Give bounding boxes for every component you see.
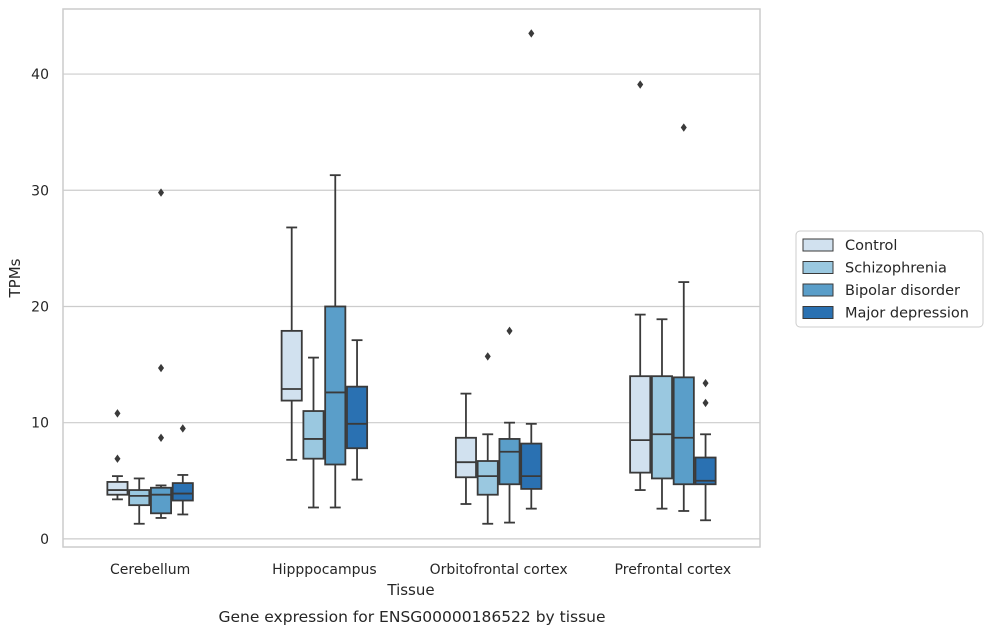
box-schizophrenia	[302, 356, 325, 509]
box-control	[280, 226, 303, 461]
legend-label: Control	[845, 238, 897, 254]
x-tick-label: Orbitofrontal cortex	[430, 562, 568, 578]
box-control	[454, 392, 477, 505]
legend: Control Schizophrenia Bipolar disorder Majo…	[795, 230, 984, 328]
outlier-point	[680, 123, 687, 132]
box-iqr	[476, 460, 499, 496]
box-bipolar-disorder	[672, 123, 695, 512]
legend-frame	[795, 230, 984, 328]
box-control	[629, 80, 652, 491]
outlier-point	[637, 80, 644, 89]
legend-swatch	[802, 283, 834, 297]
outlier-point	[114, 454, 121, 463]
box-schizophrenia	[650, 318, 673, 510]
outlier-point	[157, 188, 165, 197]
legend-label: Bipolar disorder	[845, 283, 960, 299]
outlier-point	[157, 363, 165, 373]
axes-frame	[62, 8, 761, 548]
box-iqr	[324, 305, 347, 466]
x-tick-labels: Cerebellum Hipppocampus Orbitofrontal cort…	[110, 562, 731, 578]
y-tick-label: 0	[40, 532, 49, 548]
legend-swatch	[802, 238, 834, 252]
box-plots	[106, 29, 717, 525]
box-iqr	[150, 486, 173, 515]
box-major-depression	[171, 424, 194, 516]
box-iqr	[128, 489, 151, 507]
box-iqr	[650, 375, 673, 480]
x-axis-label: Tissue	[386, 581, 434, 599]
box-control	[106, 409, 129, 501]
box-iqr	[454, 436, 477, 479]
x-tick-label: Prefrontal cortex	[615, 562, 732, 578]
legend-swatch	[802, 306, 834, 319]
box-iqr	[672, 376, 695, 486]
box-iqr	[171, 482, 194, 502]
box-iqr	[694, 456, 717, 486]
box-iqr	[106, 481, 129, 496]
box-bipolar-disorder	[324, 174, 347, 509]
y-tick-label: 20	[31, 299, 49, 315]
outlier-point	[114, 409, 121, 418]
box-major-depression	[694, 378, 717, 522]
box-iqr	[498, 438, 521, 486]
box-major-depression	[520, 29, 543, 510]
box-schizophrenia	[128, 477, 151, 525]
box-iqr	[629, 375, 652, 474]
box-schizophrenia	[476, 352, 499, 525]
box-iqr	[302, 410, 325, 460]
legend-label: Schizophrenia	[845, 261, 947, 277]
chart-caption: Gene expression for ENSG00000186522 by t…	[218, 608, 605, 626]
x-tick-label: Cerebellum	[110, 562, 190, 578]
legend-label: Major depression	[845, 306, 969, 322]
box-major-depression	[346, 339, 369, 481]
box-bipolar-disorder	[498, 326, 521, 524]
y-axis-label: TPMs	[6, 258, 24, 298]
outlier-point	[702, 398, 709, 408]
x-tick-label: Hipppocampus	[272, 562, 377, 578]
legend-swatch	[802, 261, 834, 274]
outlier-point	[702, 378, 709, 388]
y-tick-label: 10	[31, 416, 49, 432]
outlier-point	[506, 326, 513, 336]
outlier-point	[528, 29, 535, 38]
outlier-point	[157, 433, 165, 442]
box-iqr	[520, 442, 543, 490]
y-tick-label: 40	[31, 67, 49, 83]
y-tick-label: 30	[31, 183, 49, 199]
box-iqr	[346, 385, 369, 450]
outlier-point	[179, 424, 186, 433]
outlier-point	[484, 352, 491, 361]
box-iqr	[280, 329, 303, 402]
box-bipolar-disorder	[150, 188, 173, 519]
y-tick-labels: 0 10 20 30 40	[31, 67, 49, 548]
